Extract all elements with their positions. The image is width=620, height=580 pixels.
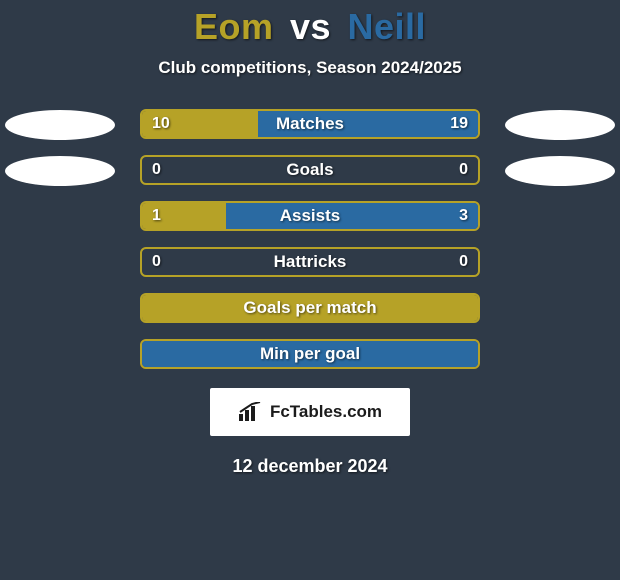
- club-badge-a: [5, 110, 115, 140]
- stat-bar: 00Goals: [140, 155, 480, 185]
- page-title: Eom vs Neill: [0, 6, 620, 48]
- stat-bar: 1019Matches: [140, 109, 480, 139]
- comparison-row: 1019Matches: [0, 106, 620, 152]
- player-a-name: Eom: [194, 6, 274, 47]
- club-badge-b: [505, 110, 615, 140]
- club-badge-b: [505, 156, 615, 186]
- stat-label: Assists: [142, 203, 478, 229]
- club-badge-a: [5, 156, 115, 186]
- subtitle: Club competitions, Season 2024/2025: [0, 58, 620, 78]
- stat-label: Goals per match: [142, 295, 478, 321]
- stat-label: Hattricks: [142, 249, 478, 275]
- chart-icon: [238, 402, 262, 422]
- stat-label: Matches: [142, 111, 478, 137]
- stat-bar: 13Assists: [140, 201, 480, 231]
- comparison-row: Goals per match: [0, 290, 620, 336]
- stat-label: Goals: [142, 157, 478, 183]
- comparison-rows: 1019Matches 00Goals 13Assists 00Hattricks Go…: [0, 106, 620, 382]
- stat-bar: Goals per match: [140, 293, 480, 323]
- comparison-row: Min per goal: [0, 336, 620, 382]
- comparison-row: 13Assists: [0, 198, 620, 244]
- comparison-row: 00Goals: [0, 152, 620, 198]
- title-vs: vs: [290, 6, 331, 47]
- date-label: 12 december 2024: [0, 456, 620, 477]
- stat-bar: 00Hattricks: [140, 247, 480, 277]
- comparison-row: 00Hattricks: [0, 244, 620, 290]
- comparison-card: Eom vs Neill Club competitions, Season 2…: [0, 0, 620, 580]
- source-badge[interactable]: FcTables.com: [210, 388, 410, 436]
- player-b-name: Neill: [348, 6, 427, 47]
- stat-bar: Min per goal: [140, 339, 480, 369]
- stat-label: Min per goal: [142, 341, 478, 367]
- source-badge-text: FcTables.com: [270, 402, 382, 422]
